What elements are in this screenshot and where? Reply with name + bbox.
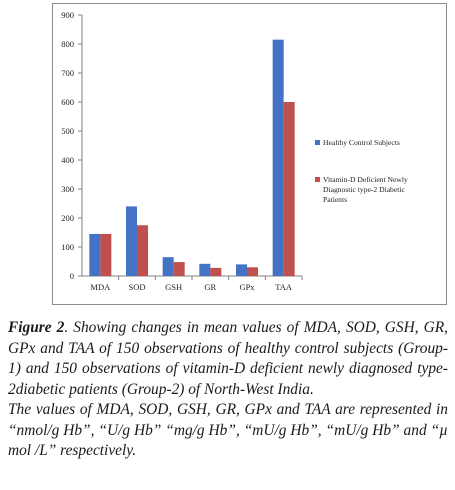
- y-tick-label: 100: [61, 242, 74, 252]
- caption-text-2: The values of MDA, SOD, GSH, GR, GPx and…: [8, 401, 448, 459]
- y-tick-label: 0: [70, 271, 74, 281]
- bar-chart: 0 100 200 300 400 500 600 700 800 900 MDA SOD GSH GR G…: [61, 10, 408, 292]
- y-tick-label: 200: [61, 213, 74, 223]
- x-tick-label: MDA: [90, 282, 111, 292]
- y-tick-label: 900: [61, 10, 74, 20]
- legend-label-2: Vitamin-D Deficient Newly: [323, 175, 408, 184]
- x-tick-label: SOD: [128, 282, 145, 292]
- legend-label-1: Healthy Control Subjects: [323, 138, 400, 147]
- y-tick-label: 400: [61, 155, 74, 165]
- y-tick-label: 300: [61, 184, 74, 194]
- caption-text-1: . Showing changes in mean values of MDA,…: [8, 319, 448, 398]
- bar-sod-series-1: [126, 206, 137, 276]
- caption-paragraph-2: The values of MDA, SOD, GSH, GR, GPx and…: [8, 400, 448, 462]
- y-tick-label: 700: [61, 68, 74, 78]
- figure-caption: Figure 2. Showing changes in mean values…: [8, 318, 448, 462]
- bar-gsh-series-1: [162, 257, 174, 276]
- bar-gsh-series-2: [173, 262, 185, 276]
- bar-gpx-series-2: [247, 267, 258, 276]
- y-tick-label: 800: [61, 39, 74, 49]
- bar-gr-series-2: [210, 267, 222, 276]
- bar-taa-series-2: [283, 102, 295, 276]
- bar-sod-series-2: [137, 225, 148, 276]
- figure-label: Figure 2: [8, 319, 65, 336]
- x-tick-label: TAA: [275, 282, 293, 292]
- legend-swatch-1: [315, 140, 320, 145]
- bar-mda-series-2: [100, 233, 112, 276]
- bar-taa-series-1: [272, 39, 284, 277]
- y-tick-label: 600: [61, 97, 74, 107]
- bar-mda-series-1: [89, 233, 101, 276]
- bar-gr-series-1: [199, 263, 211, 276]
- x-tick-label: GR: [204, 282, 216, 292]
- chart-frame: [52, 3, 447, 305]
- x-tick-label: GSH: [165, 282, 182, 292]
- x-tick-label: GPx: [239, 282, 255, 292]
- legend-label-2: Patients: [323, 195, 347, 204]
- legend-swatch-2: [315, 177, 320, 182]
- legend-label-2: Diagnostic type-2 Diabetic: [323, 185, 405, 194]
- y-tick-label: 500: [61, 126, 74, 136]
- caption-paragraph-1: Figure 2. Showing changes in mean values…: [8, 318, 448, 400]
- bar-gpx-series-1: [236, 264, 247, 276]
